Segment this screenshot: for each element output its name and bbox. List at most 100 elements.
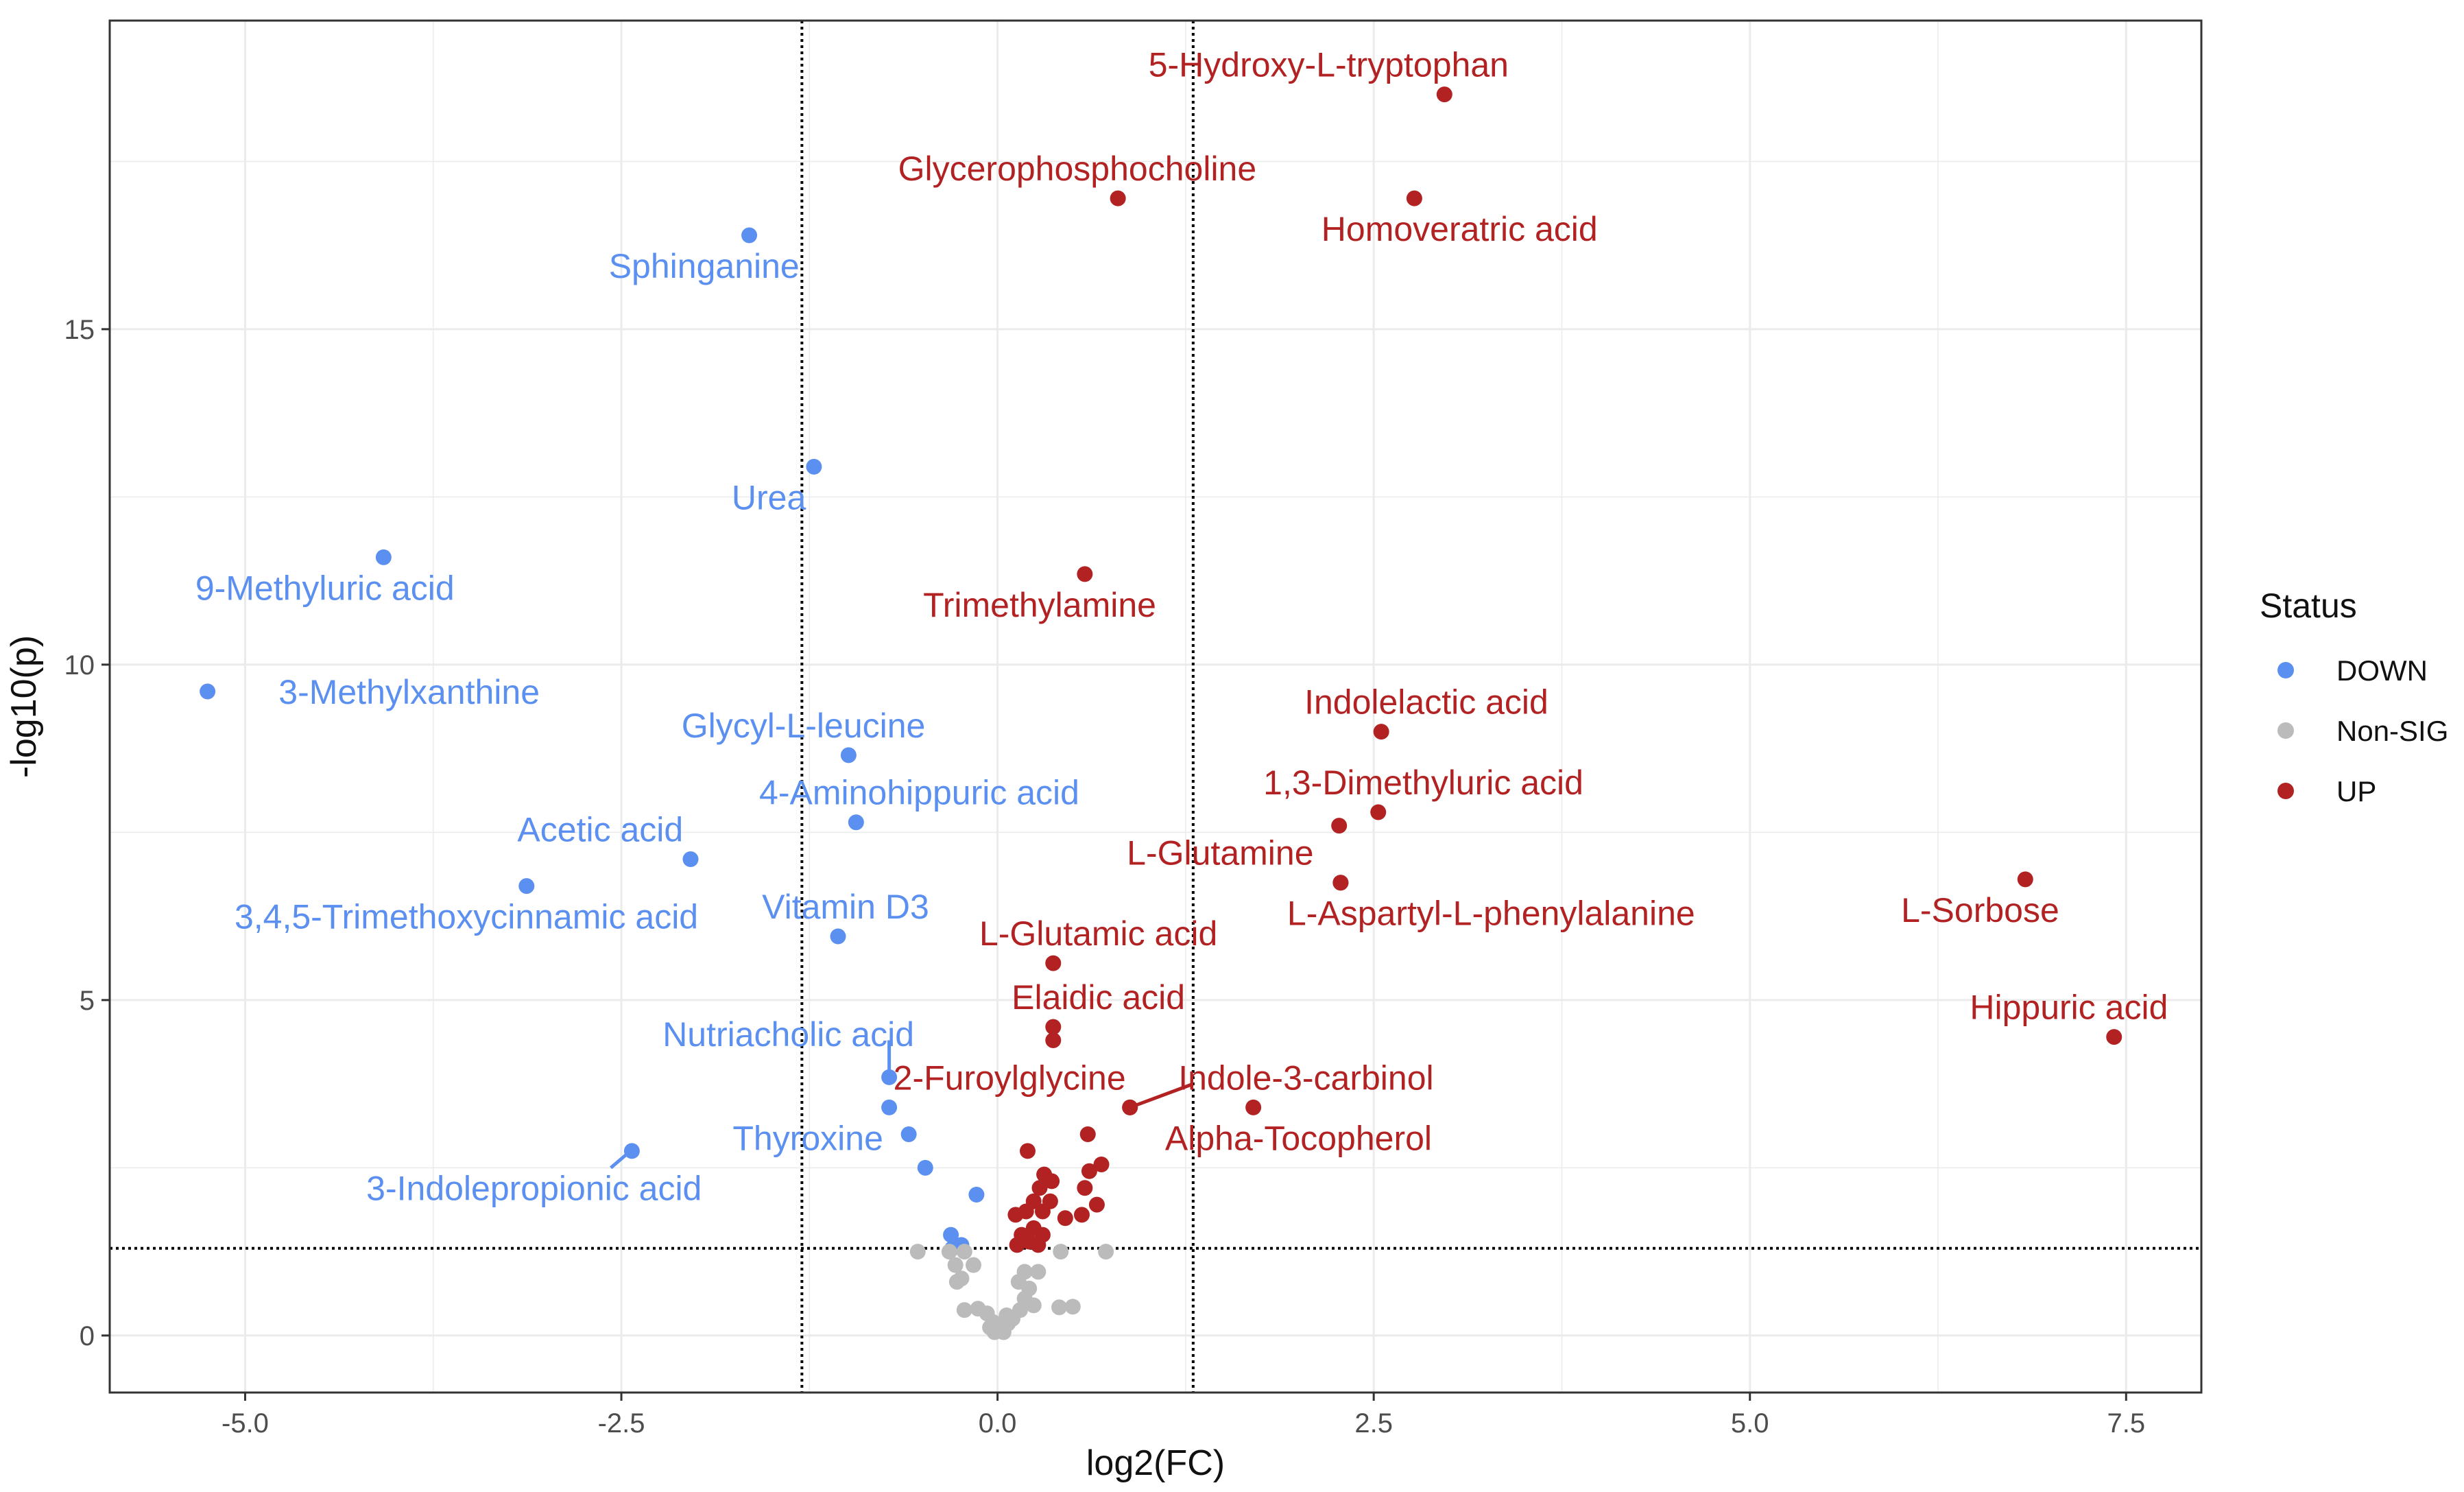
legend-label-up: UP (2336, 775, 2376, 807)
point-label-l-aspartyl-l-phenylalanine: L-Aspartyl-L-phenylalanine (1287, 895, 1695, 933)
point-labels: Sphinganine Urea 9-Methyluric acid 3-Methyl… (195, 46, 2168, 1208)
data-point-non-sig (1025, 1297, 1042, 1314)
point-label-3-indolepropionic-acid: 3-Indolepropionic acid (366, 1170, 702, 1208)
data-point-up (1331, 818, 1348, 834)
data-point-up (1019, 1143, 1036, 1159)
data-point-down (968, 1186, 985, 1203)
plot-panel-border (108, 19, 2203, 1394)
x-tick-label: 5.0 (1731, 1408, 1769, 1438)
data-point-up (1373, 724, 1389, 740)
data-point-up (1077, 566, 1093, 582)
point-label-l-glutamic-acid: L-Glutamic acid (979, 914, 1217, 953)
data-point-non-sig (947, 1257, 964, 1273)
data-point-up (1110, 190, 1126, 206)
data-point-up (1370, 804, 1387, 820)
legend-label-down: DOWN (2336, 654, 2428, 687)
data-point-up (1406, 190, 1422, 206)
legend-title: Status (2260, 587, 2357, 625)
data-point-down (806, 458, 822, 475)
data-point-up (1088, 1196, 1105, 1213)
data-point-up (2106, 1029, 2122, 1045)
data-point-up (1045, 1032, 1062, 1049)
data-point-down (518, 878, 535, 895)
point-label-1-3-dimethyluric-acid: 1,3-Dimethyluric acid (1263, 763, 1583, 802)
data-point-non-sig (909, 1244, 926, 1260)
point-label-alpha-tocopherol: Alpha-Tocopherol (1165, 1119, 1432, 1157)
data-point-non-sig (1005, 1310, 1021, 1327)
grid (110, 21, 2201, 1393)
data-point-down (741, 227, 758, 244)
point-label-l-sorbose: L-Sorbose (1901, 891, 2059, 929)
data-point-non-sig (956, 1244, 972, 1260)
point-label-4-aminohippuric-acid: 4-Aminohippuric acid (759, 774, 1079, 812)
data-point-up (2017, 871, 2033, 888)
data-point-non-sig (1053, 1244, 1069, 1260)
data-point-down (881, 1069, 898, 1085)
x-axis-label: log2(FC) (1086, 1443, 1225, 1483)
data-point-non-sig (982, 1319, 998, 1336)
point-label-nutriacholic-acid: Nutriacholic acid (662, 1015, 914, 1054)
point-label-l-glutamine: L-Glutamine (1127, 834, 1313, 873)
data-point-up (1077, 1180, 1093, 1196)
point-label-acetic-acid: Acetic acid (517, 810, 683, 849)
data-point-non-sig (1051, 1299, 1068, 1316)
data-point-down (917, 1159, 933, 1176)
data-point-up (1122, 1099, 1138, 1115)
data-point-up (1009, 1237, 1025, 1253)
legend-label-non-sig: Non-SIG (2336, 715, 2448, 747)
data-point-up (1332, 875, 1349, 891)
point-label-2-furoylglycine: 2-Furoylglycine (894, 1058, 1126, 1097)
data-point-up (1081, 1163, 1097, 1179)
x-tick-label: 7.5 (2107, 1408, 2145, 1438)
point-label-3-4-5-trimethoxycinnamic-acid: 3,4,5-Trimethoxycinnamic acid (235, 898, 698, 936)
point-label-9-methyluric-acid: 9-Methyluric acid (195, 569, 455, 607)
y-tick-label: 5 (80, 986, 95, 1016)
data-point-non-sig (1098, 1244, 1114, 1260)
legend-key-down (2277, 662, 2294, 678)
point-label-sphinganine: Sphinganine (609, 247, 800, 285)
x-tick-label: -2.5 (598, 1408, 645, 1438)
legend-key-non-sig (2277, 722, 2294, 739)
data-point-down (900, 1126, 917, 1142)
data-point-down (375, 549, 392, 565)
data-point-non-sig (1030, 1264, 1046, 1280)
point-label-5-hydroxy-l-tryptophan: 5-Hydroxy-L-tryptophan (1149, 46, 1509, 84)
y-tick-label: 10 (64, 650, 95, 680)
point-label-glycerophosphocholine: Glycerophosphocholine (898, 150, 1257, 188)
x-tick-label: 2.5 (1354, 1408, 1393, 1438)
point-label-homoveratric-acid: Homoveratric acid (1321, 210, 1598, 248)
label-connector (1129, 1082, 1194, 1109)
x-tick-label: -5.0 (222, 1408, 269, 1438)
data-point-non-sig (1064, 1299, 1081, 1315)
x-tick-label: 0.0 (979, 1408, 1017, 1438)
data-point-down (840, 747, 857, 763)
data-point-up (1073, 1207, 1090, 1223)
data-point-non-sig (965, 1257, 981, 1273)
data-point-down (200, 683, 216, 700)
data-point-non-sig (948, 1274, 965, 1290)
point-label-urea: Urea (732, 478, 806, 517)
point-label-indole-3-carbinol: Indole-3-carbinol (1178, 1058, 1433, 1097)
y-tick-label: 0 (80, 1321, 95, 1351)
data-point-down (682, 851, 699, 867)
data-point-down (881, 1099, 898, 1115)
point-label-thyroxine: Thyroxine (732, 1119, 883, 1157)
data-point-up (1034, 1203, 1051, 1220)
axis-ticks: -5.0 -2.5 0.0 2.5 5.0 7.5 0 5 10 15 (64, 315, 2146, 1438)
data-points (200, 86, 2122, 1340)
data-point-up (1079, 1126, 1096, 1142)
data-point-up (1245, 1099, 1262, 1115)
data-point-up (1030, 1237, 1046, 1253)
data-point-down (623, 1143, 640, 1159)
point-label-indolelactic-acid: Indolelactic acid (1304, 683, 1548, 722)
data-point-up (1031, 1180, 1048, 1196)
data-point-non-sig (956, 1302, 972, 1318)
data-point-up (1057, 1210, 1073, 1227)
data-point-up (1044, 1173, 1060, 1189)
data-point-non-sig (995, 1324, 1012, 1340)
point-label-hippuric-acid: Hippuric acid (1970, 988, 2168, 1027)
data-point-down (943, 1227, 959, 1243)
legend-key-up (2277, 783, 2294, 799)
